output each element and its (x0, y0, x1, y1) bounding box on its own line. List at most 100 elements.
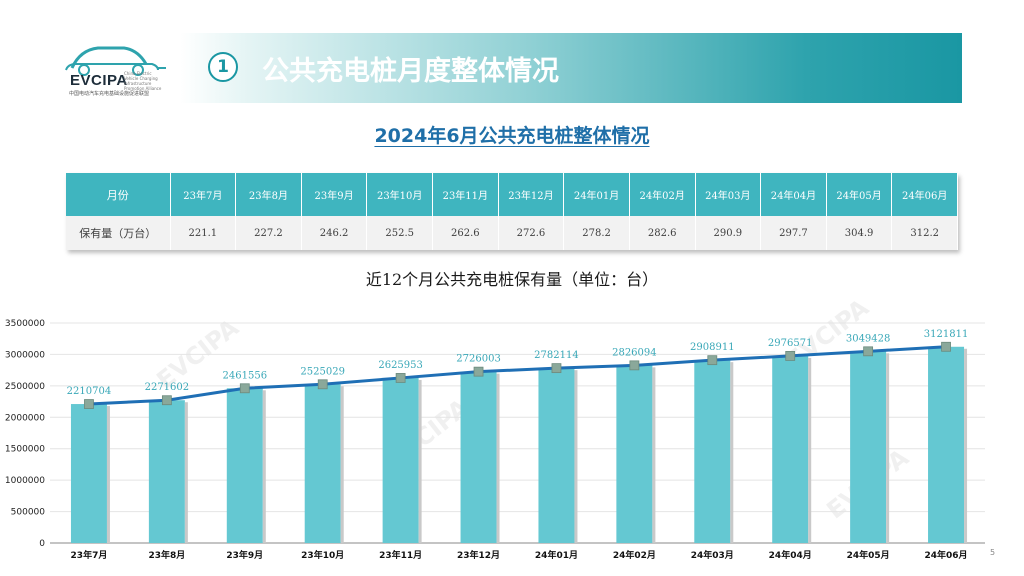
x-tick-label: 24年01月 (535, 549, 578, 561)
table-cell: 272.6 (498, 216, 565, 250)
table-row: 保有量（万台） 221.1 227.2 246.2 252.5 262.6 27… (66, 216, 958, 250)
x-tick-label: 23年7月 (71, 549, 108, 561)
x-tick-label: 24年04月 (769, 549, 812, 561)
data-point (707, 355, 718, 366)
data-point (239, 383, 250, 394)
table-month: 24年01月 (563, 173, 630, 216)
table-month: 23年9月 (301, 173, 368, 216)
bar-shadow (730, 362, 734, 543)
bar (928, 346, 965, 543)
table-month: 23年7月 (170, 173, 237, 216)
bar (772, 355, 809, 543)
y-tick-label: 2000000 (5, 413, 45, 423)
table-cell: 290.9 (695, 216, 762, 250)
data-point (161, 395, 172, 406)
x-tick-label: 24年05月 (847, 549, 890, 561)
x-tick-label: 23年8月 (148, 549, 185, 561)
table-month: 24年04月 (760, 173, 827, 216)
x-tick-label: 23年10月 (301, 549, 344, 561)
logo-english: China Electric Vehicle Charging Infrastr… (124, 71, 162, 91)
x-tick-label: 24年03月 (691, 549, 734, 561)
x-tick-label: 23年9月 (226, 549, 263, 561)
data-label: 2461556 (223, 370, 268, 381)
bar (226, 388, 263, 543)
y-tick-label: 3500000 (5, 319, 45, 329)
table-row-label: 保有量（万台） (66, 216, 171, 250)
data-label: 2976571 (768, 338, 813, 349)
bar-shadow (262, 390, 266, 543)
section-number: 1 (208, 52, 238, 82)
table-month: 24年03月 (695, 173, 762, 216)
bar-shadow (418, 379, 422, 543)
bar-shadow (340, 386, 344, 543)
table-cell: 262.6 (432, 216, 499, 250)
bar (70, 404, 107, 543)
bar (460, 371, 497, 543)
bar-shadow (496, 373, 500, 543)
data-point (395, 373, 406, 383)
table-cell: 297.7 (760, 216, 827, 250)
table-month: 24年02月 (629, 173, 696, 216)
table-cell: 252.5 (366, 216, 433, 250)
logo-name: EVCIPA (70, 72, 128, 89)
data-label: 2271602 (145, 382, 190, 393)
table-month: 23年11月 (432, 173, 499, 216)
table-month: 24年06月 (891, 173, 958, 216)
bar-shadow (964, 348, 968, 543)
y-tick-label: 0 (39, 539, 45, 549)
data-point (84, 399, 94, 409)
bar-shadow (808, 357, 812, 543)
table-month: 23年8月 (235, 173, 302, 216)
data-point (629, 360, 640, 371)
bar-shadow (886, 353, 890, 543)
data-label: 2525029 (300, 366, 345, 377)
data-label: 2210704 (67, 386, 112, 397)
bar (538, 368, 575, 543)
page-number: 5 (990, 548, 996, 557)
bar-shadow (106, 406, 110, 543)
table-cell: 227.2 (235, 216, 302, 250)
bar-chart: 0 500000 1000000 1500000 2000000 2500000 30000… (5, 319, 985, 561)
page-title: 公共充电桩月度整体情况 (262, 56, 559, 87)
bar (304, 384, 341, 543)
section-subtitle: 2024年6月公共充电桩整体情况 (374, 125, 650, 147)
x-tick-label: 24年06月 (925, 549, 968, 561)
table-header-row: 月份 23年7月 23年8月 23年9月 23年10月 23年11月 23年12… (66, 173, 958, 216)
data-label: 3121811 (924, 329, 969, 340)
data-label: 2625953 (378, 360, 423, 371)
data-point (473, 366, 484, 377)
bar (694, 360, 731, 543)
data-point (785, 351, 796, 361)
series-line (88, 345, 947, 406)
data-point (317, 379, 328, 390)
bar (148, 400, 185, 543)
table-cell: 246.2 (301, 216, 368, 250)
table-month: 24年05月 (826, 173, 893, 216)
y-tick-label: 3000000 (5, 350, 45, 360)
x-tick-label: 23年11月 (379, 549, 422, 561)
y-tick-label: 500000 (11, 508, 46, 518)
y-tick-label: 2500000 (5, 382, 45, 392)
data-label: 2726003 (456, 354, 501, 365)
bar (616, 365, 653, 543)
bar-shadow (184, 402, 188, 543)
table-month: 23年10月 (366, 173, 433, 216)
table-header-label: 月份 (66, 173, 171, 216)
data-point (941, 341, 951, 352)
data-point (863, 346, 874, 357)
table-cell: 278.2 (563, 216, 630, 250)
y-tick-label: 1500000 (5, 445, 45, 455)
y-tick-label: 1000000 (5, 476, 45, 486)
table-cell: 282.6 (629, 216, 696, 250)
bar-shadow (652, 367, 656, 543)
logo-subtitle: 中国电动汽车充电基础设施促进联盟 (69, 91, 150, 97)
bar-shadow (574, 370, 578, 543)
table-cell: 312.2 (891, 216, 958, 250)
x-tick-label: 24年02月 (613, 549, 656, 561)
data-point (551, 363, 562, 374)
summary-table: 月份 23年7月 23年8月 23年9月 23年10月 23年11月 23年12… (66, 173, 958, 250)
data-label: 2782114 (534, 350, 579, 361)
header-banner (180, 33, 962, 103)
table-cell: 221.1 (170, 216, 237, 250)
data-label: 3049428 (846, 333, 891, 344)
